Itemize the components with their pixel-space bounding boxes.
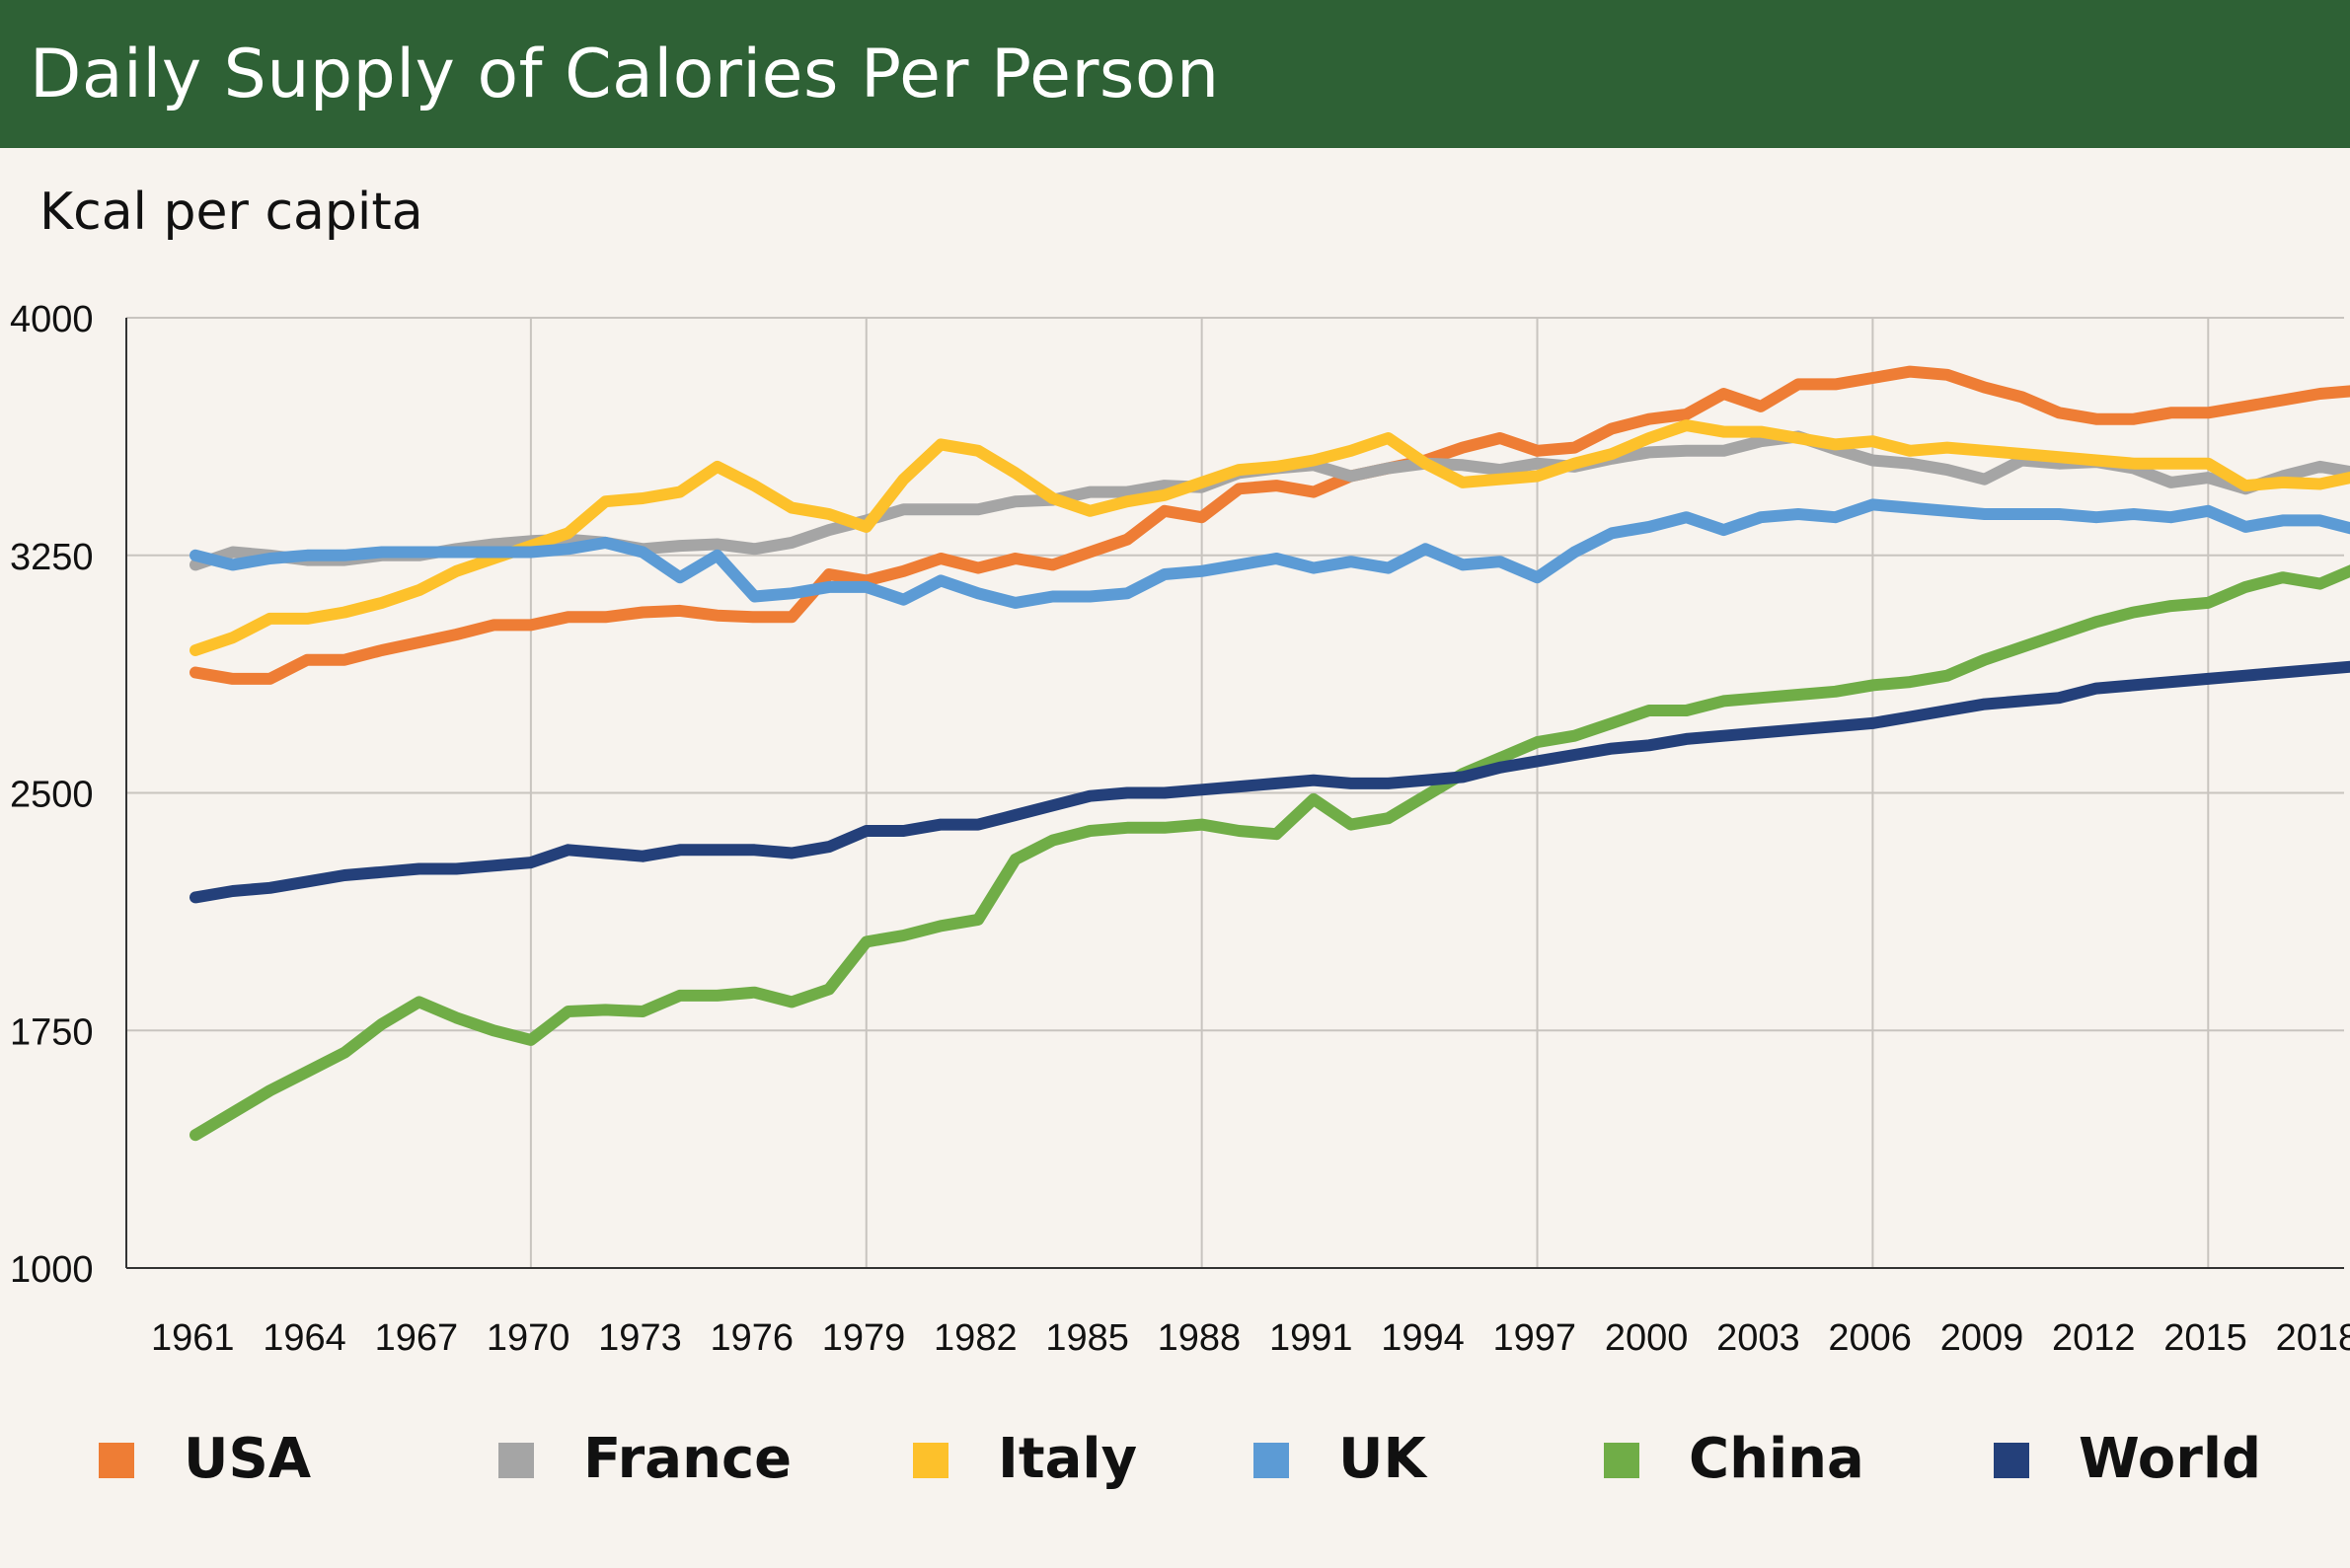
x-tick-label: 2012 [2052, 1317, 2136, 1359]
header-bar: Daily Supply of Calories Per Person [0, 0, 2350, 148]
series-line-china [190, 564, 2350, 1142]
y-axis-label: Kcal per capita [39, 183, 423, 242]
series-lines [190, 365, 2350, 1142]
series-line-world [190, 660, 2350, 904]
x-tick-label: 1976 [710, 1317, 794, 1359]
axes [125, 318, 2344, 1269]
x-tick-label: 1991 [1269, 1317, 1353, 1359]
x-tick-label: 2006 [1828, 1317, 1912, 1359]
y-tick-label: 2500 [10, 775, 94, 816]
x-tick-label: 1985 [1045, 1317, 1129, 1359]
x-tick-label: 1982 [934, 1317, 1018, 1359]
y-tick-labels: 1000 1750 2500 3250 4000 [10, 299, 94, 1291]
series-line-uk [190, 498, 2350, 609]
x-tick-label: 1988 [1158, 1317, 1242, 1359]
x-tick-label: 1997 [1493, 1317, 1577, 1359]
legend-label: Italy [998, 1427, 1138, 1491]
x-tick-label: 2015 [2163, 1317, 2247, 1359]
x-tick-labels: 1961 1964 1967 1970 1973 1976 1979 1982 1985 1988… [151, 1317, 2350, 1359]
x-tick-label: 1961 [151, 1317, 235, 1359]
x-tick-label: 2003 [1716, 1317, 1800, 1359]
legend: USA France Italy UK China World [0, 1421, 2350, 1500]
legend-swatch [1994, 1443, 2029, 1478]
y-tick-label: 1750 [10, 1011, 94, 1053]
x-tick-label: 1964 [263, 1317, 346, 1359]
legend-label: China [1689, 1427, 1864, 1491]
y-tick-label: 4000 [10, 299, 94, 340]
legend-swatch [1604, 1443, 1639, 1478]
x-tick-label: 1994 [1381, 1317, 1465, 1359]
chart-title: Daily Supply of Calories Per Person [30, 36, 1220, 113]
x-tick-label: 1970 [487, 1317, 570, 1359]
x-tick-label: 2009 [1940, 1317, 2024, 1359]
y-tick-label: 1000 [10, 1249, 94, 1291]
legend-swatch [913, 1443, 948, 1478]
x-tick-label: 2000 [1605, 1317, 1689, 1359]
line-chart: 1000 1750 2500 3250 4000 1961 1964 1967 1970 197… [10, 299, 2350, 1359]
series-line-usa [190, 365, 2350, 685]
legend-label: USA [184, 1427, 312, 1491]
y-tick-label: 3250 [10, 537, 94, 578]
legend-swatch [1253, 1443, 1289, 1478]
x-tick-label: 1967 [375, 1317, 459, 1359]
series-line-italy [190, 419, 2350, 656]
x-tick-label: 2018 [2276, 1317, 2350, 1359]
x-tick-label: 1973 [598, 1317, 682, 1359]
legend-swatch [99, 1443, 134, 1478]
legend-label: World [2079, 1427, 2262, 1491]
x-tick-label: 1979 [822, 1317, 906, 1359]
legend-swatch [498, 1443, 534, 1478]
legend-label: France [583, 1427, 793, 1491]
legend-label: UK [1338, 1427, 1426, 1491]
